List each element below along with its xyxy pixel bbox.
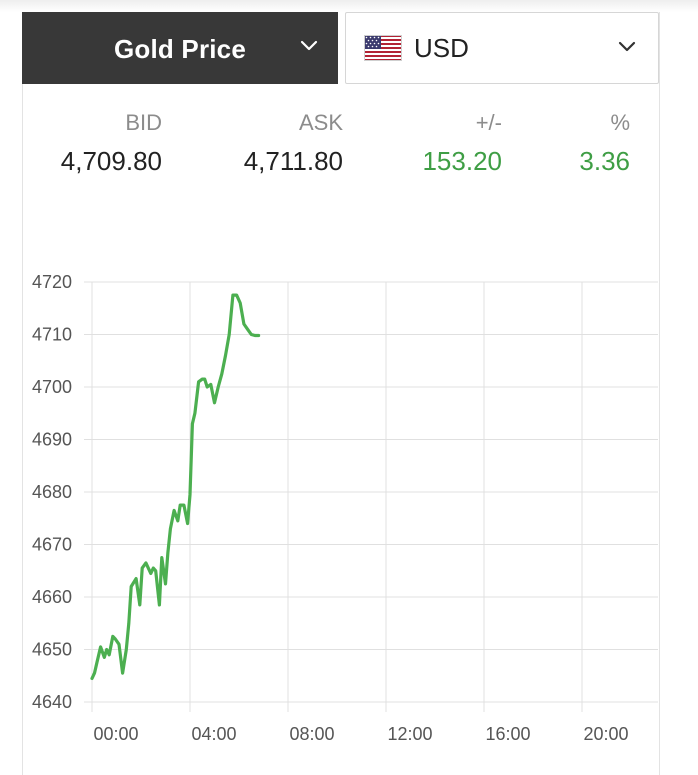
price-series-line xyxy=(90,293,261,681)
x-tick-label: 20:00 xyxy=(583,724,628,744)
metal-selector-label: Gold Price xyxy=(113,34,247,64)
y-tick-label: 4640 xyxy=(32,692,72,712)
ask-value: 4,711.80 xyxy=(243,146,343,176)
currency-selector[interactable]: USD xyxy=(345,12,659,84)
x-tick-label: 16:00 xyxy=(485,724,530,744)
chevron-down-icon xyxy=(300,40,318,51)
y-tick-label: 4720 xyxy=(32,272,72,292)
ask-header: ASK xyxy=(298,110,343,135)
x-tick-label: 12:00 xyxy=(387,724,432,744)
y-tick-label: 4650 xyxy=(32,640,72,660)
bid-header: BID xyxy=(125,110,162,135)
us-flag-icon xyxy=(364,35,402,61)
bid-value: 4,709.80 xyxy=(60,146,162,176)
x-tick-label: 08:00 xyxy=(289,724,334,744)
x-tick-label: 04:00 xyxy=(191,724,236,744)
y-tick-label: 4680 xyxy=(32,482,72,502)
y-tick-label: 4690 xyxy=(32,430,72,450)
percent-value: 3.36 xyxy=(579,146,630,176)
y-tick-label: 4700 xyxy=(32,377,72,397)
currency-selector-label: USD xyxy=(414,33,469,63)
y-tick-label: 4660 xyxy=(32,587,72,607)
metal-selector[interactable]: Gold Price xyxy=(22,12,338,84)
top-edge xyxy=(0,0,698,12)
change-value: 153.20 xyxy=(422,146,502,176)
gold-price-widget xyxy=(22,12,660,775)
y-tick-label: 4670 xyxy=(32,535,72,555)
x-tick-label: 00:00 xyxy=(93,724,138,744)
change-header: +/- xyxy=(475,110,502,135)
chevron-down-icon xyxy=(618,41,636,52)
percent-header: % xyxy=(610,110,630,135)
y-tick-label: 4710 xyxy=(32,325,72,345)
